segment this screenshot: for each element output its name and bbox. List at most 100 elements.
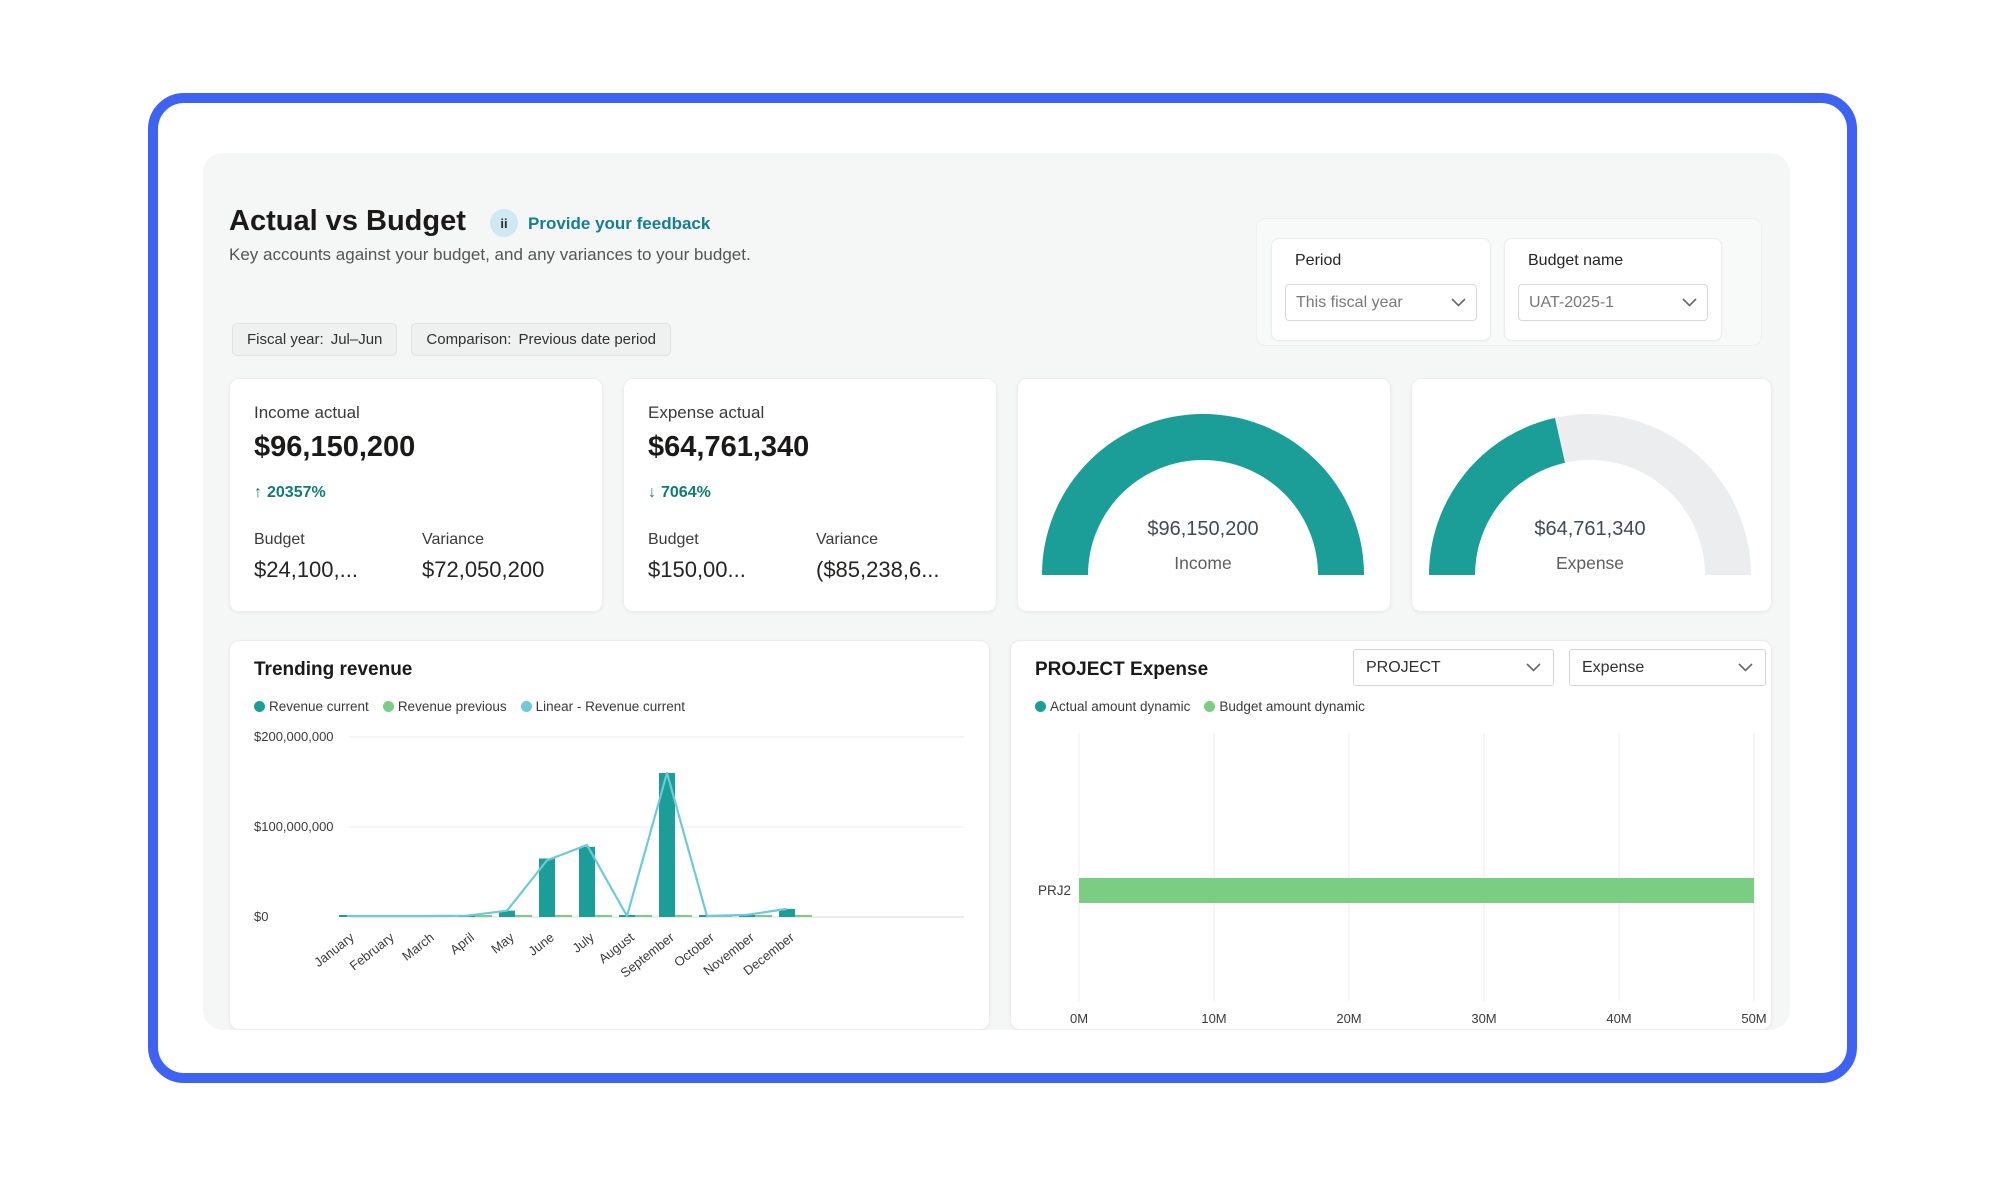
- bar-budget-amount: [1079, 878, 1754, 903]
- chip-value: Previous date period: [518, 331, 657, 348]
- y-axis-tick-label: $100,000,000: [254, 819, 334, 834]
- legend-item: Actual amount dynamic: [1035, 699, 1190, 714]
- kpi-change-value: 7064%: [661, 484, 711, 501]
- bar-revenue-previous: [555, 915, 572, 917]
- x-axis-tick-label: March: [399, 930, 437, 964]
- arrow-down-icon: ↓: [648, 484, 656, 501]
- gauge-value: $96,150,200: [1147, 518, 1258, 540]
- kpi-title: Expense actual: [648, 403, 765, 422]
- x-axis-tick-label: 30M: [1471, 1011, 1496, 1026]
- period-dropdown-value: This fiscal year: [1296, 293, 1403, 311]
- y-axis-tick-label: $0: [254, 909, 268, 924]
- bar-revenue-current: [499, 910, 515, 917]
- chart-title: PROJECT Expense: [1035, 659, 1209, 680]
- feedback-link[interactable]: Provide your feedback: [528, 214, 711, 233]
- dimension-dropdown[interactable]: PROJECT: [1353, 649, 1554, 686]
- gauge-label: Expense: [1556, 553, 1624, 573]
- chip-label: Fiscal year:: [247, 331, 324, 348]
- measure-dropdown-value: Expense: [1582, 658, 1645, 676]
- legend-label: Revenue current: [269, 699, 369, 714]
- app-window: Actual vs Budget ii Provide your feedbac…: [148, 93, 1857, 1083]
- legend-label: Actual amount dynamic: [1050, 699, 1191, 714]
- bar-revenue-previous: [795, 915, 812, 917]
- variance-value: ($85,238,6...: [816, 557, 940, 582]
- period-label: Period: [1295, 252, 1342, 269]
- expense-gauge-chart: $64,761,340 Expense: [1429, 414, 1751, 576]
- kpi-change: ↑ 20357%: [254, 484, 602, 502]
- legend-item: Revenue previous: [382, 699, 507, 714]
- kpi-value: $64,761,340: [648, 431, 810, 463]
- period-filter-card: Period This fiscal year: [1271, 238, 1491, 341]
- legend-label: Linear - Revenue current: [535, 699, 685, 714]
- y-axis-category-label: PRJ2: [1038, 883, 1071, 898]
- x-axis-tick-label: February: [347, 929, 398, 973]
- chevron-down-icon: [1682, 298, 1697, 307]
- x-axis-tick-label: July: [569, 929, 597, 955]
- x-axis-tick-label: April: [447, 929, 477, 957]
- legend-dot: [382, 701, 394, 712]
- legend-dot: [254, 701, 265, 712]
- chart-legend: Actual amount dynamic Budget amount dyna…: [1035, 699, 1365, 714]
- comparison-chip[interactable]: Comparison: Previous date period: [411, 323, 672, 356]
- chevron-down-icon: [1738, 663, 1753, 672]
- chart-title: Trending revenue: [254, 659, 413, 680]
- legend-label: Budget amount dynamic: [1219, 699, 1365, 714]
- bar-revenue-previous: [475, 915, 492, 917]
- bar-revenue-previous: [595, 915, 612, 917]
- trend-line: [347, 771, 788, 918]
- legend-item: Linear - Revenue current: [520, 699, 685, 714]
- x-axis-tick-label: June: [525, 930, 556, 959]
- bar-revenue-current: [739, 915, 755, 917]
- legend-label: Revenue previous: [397, 699, 507, 714]
- income-gauge-chart: $96,150,200 Income: [1042, 414, 1364, 576]
- filter-chip-row: Fiscal year: Jul–Jun Comparison: Previou…: [232, 323, 672, 356]
- bar-revenue-previous: [675, 915, 692, 917]
- budget-name-label: Budget name: [1528, 252, 1624, 269]
- trending-revenue-card: Trending revenue Revenue current Revenue…: [229, 640, 990, 1030]
- x-axis-tick-label: May: [488, 929, 517, 956]
- budget-name-dropdown[interactable]: UAT-2025-1: [1518, 284, 1708, 321]
- trending-revenue-chart: $0$100,000,000$200,000,000JanuaryFebruar…: [254, 729, 964, 981]
- dimension-dropdown-value: PROJECT: [1366, 658, 1441, 676]
- x-axis-tick-label: 10M: [1201, 1011, 1226, 1026]
- budget-name-filter-card: Budget name UAT-2025-1: [1504, 238, 1722, 341]
- arrow-up-icon: ↑: [254, 484, 262, 501]
- chevron-down-icon: [1526, 663, 1541, 672]
- measure-dropdown[interactable]: Expense: [1569, 649, 1766, 686]
- legend-item: Budget amount dynamic: [1204, 699, 1365, 714]
- chip-label: Comparison:: [426, 331, 512, 348]
- project-expense-card: PROJECT Expense PROJECT Expense Actual a…: [1010, 640, 1772, 1030]
- bar-revenue-current: [539, 858, 555, 917]
- x-axis-tick-label: 40M: [1606, 1011, 1631, 1026]
- kpi-value: $96,150,200: [254, 431, 416, 463]
- kpi-title: Income actual: [254, 403, 360, 422]
- filter-panel: Period This fiscal year Budget name UAT-…: [1256, 218, 1762, 346]
- expense-gauge-card: $64,761,340 Expense: [1411, 378, 1772, 612]
- kpi-change: ↓ 7064%: [648, 484, 996, 502]
- project-expense-chart: 0M 10M 20M 30M 40M 50M PRJ2: [1038, 733, 1767, 1026]
- legend-dot: [1035, 701, 1046, 712]
- expense-kpi-card: Expense actual $64,761,340 ↓ 7064% Budge…: [623, 378, 997, 612]
- y-axis-tick-label: $200,000,000: [254, 729, 334, 744]
- period-dropdown[interactable]: This fiscal year: [1285, 284, 1477, 321]
- chevron-down-icon: [1451, 298, 1466, 307]
- chart-legend: Revenue current Revenue previous Linear …: [254, 699, 685, 714]
- feedback-icon: ii: [490, 209, 518, 237]
- gauge-label: Income: [1174, 553, 1231, 573]
- page-title: Actual vs Budget: [229, 205, 466, 237]
- bar-revenue-current: [659, 773, 675, 917]
- legend-dot: [1204, 701, 1216, 712]
- bar-revenue-current: [579, 846, 595, 917]
- budget-name-dropdown-value: UAT-2025-1: [1529, 293, 1615, 311]
- variance-label: Variance: [816, 531, 878, 548]
- budget-label: Budget: [648, 531, 699, 548]
- variance-value: $72,050,200: [422, 557, 545, 582]
- fiscal-year-chip[interactable]: Fiscal year: Jul–Jun: [232, 323, 398, 356]
- x-axis-tick-label: 20M: [1336, 1011, 1361, 1026]
- gauge-value: $64,761,340: [1534, 518, 1645, 540]
- page-subtitle: Key accounts against your budget, and an…: [229, 245, 751, 264]
- bar-revenue-current: [779, 908, 795, 917]
- budget-label: Budget: [254, 531, 305, 548]
- budget-value: $150,00...: [648, 557, 746, 582]
